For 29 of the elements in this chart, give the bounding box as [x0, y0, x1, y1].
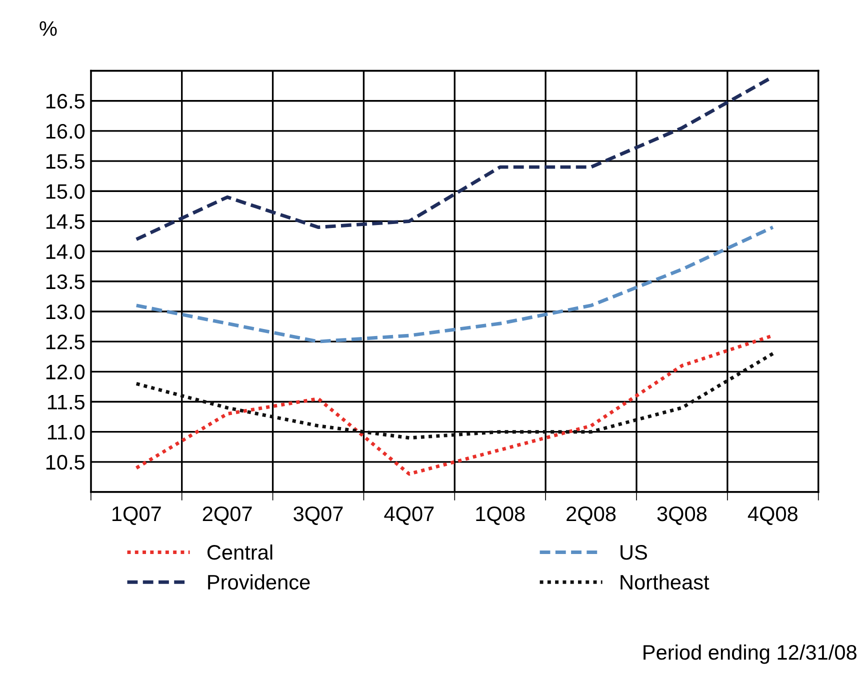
- x-tick-label: 1Q07: [112, 506, 161, 525]
- y-tick-label: 12.5: [46, 334, 85, 350]
- x-tick-label: 3Q08: [657, 506, 707, 525]
- x-tick-label: 2Q07: [202, 506, 252, 525]
- line-series: [134, 226, 775, 344]
- text: Period ending 12/31/08: [644, 644, 856, 664]
- y-tick-label: 14.0: [46, 244, 85, 260]
- y-tick-label: 14.5: [46, 214, 85, 229]
- x-tick-label: 2Q08: [566, 506, 616, 525]
- x-tick-label: 4Q08: [748, 506, 798, 525]
- y-tick-label: 13.0: [46, 304, 85, 320]
- legend-label: Central: [207, 544, 272, 560]
- y-tick-label: 11.0: [48, 424, 85, 440]
- y-tick-label: 16.5: [46, 94, 85, 109]
- y-tick-label: 10.5: [46, 454, 85, 470]
- y-tick-label: 15.0: [46, 184, 85, 199]
- y-tick-label: 16.0: [46, 124, 85, 139]
- y-axis-title: %: [40, 21, 57, 36]
- x-tick-label: 1Q08: [476, 506, 525, 525]
- x-tick-label: 3Q07: [294, 506, 343, 525]
- line-series: [134, 352, 775, 440]
- y-tick-label: 15.5: [46, 154, 85, 169]
- legend-label: Providence: [208, 574, 310, 590]
- y-tick-label: 12.0: [46, 364, 85, 380]
- legend-label: Northeast: [620, 574, 710, 590]
- x-tick-label: 4Q07: [384, 506, 434, 525]
- y-tick-label: 13.5: [46, 274, 85, 290]
- legend-label: US: [620, 545, 647, 560]
- y-tick-label: 11.5: [48, 394, 85, 410]
